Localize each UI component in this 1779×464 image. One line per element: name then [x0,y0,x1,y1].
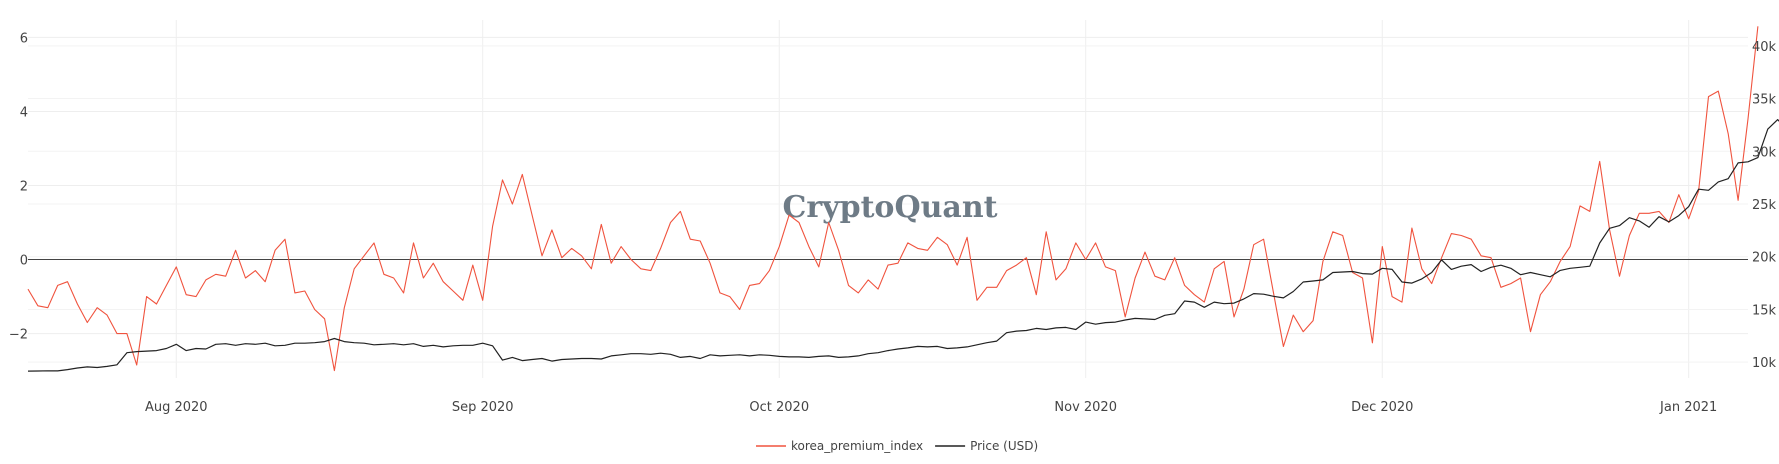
y-right-tick-label: 25k [1752,198,1777,213]
y-right-tick-label: 20k [1752,251,1777,266]
legend[interactable]: korea_premium_index Price (USD) [756,439,1038,453]
legend-label: Price (USD) [970,439,1038,453]
y-left-tick-label: 6 [20,31,28,46]
y-right-tick-label: 35k [1752,93,1777,108]
x-tick-label: Jan 2021 [1659,400,1717,415]
watermark-logo: CryptoQuant [782,190,997,225]
y-left-tick-label: −2 [9,328,28,343]
series-line-korea-premium-index [27,26,1759,372]
legend-item[interactable]: korea_premium_index [756,439,923,453]
y-right-tick-label: 10k [1752,356,1777,371]
y-left-tick-label: 0 [20,254,28,269]
x-tick-label: Nov 2020 [1054,400,1117,415]
series-line-price-usd [27,118,1779,372]
x-tick-label: Sep 2020 [452,400,514,415]
x-tick-label: Dec 2020 [1351,400,1413,415]
x-tick-label: Oct 2020 [749,400,809,415]
x-tick-label: Aug 2020 [145,400,208,415]
legend-item[interactable]: Price (USD) [935,439,1038,453]
legend-label: korea_premium_index [791,439,923,453]
y-left-tick-label: 2 [20,179,28,194]
y-right-tick-label: 15k [1752,303,1777,318]
y-left-tick-label: 4 [20,105,28,120]
y-right-tick-label: 30k [1752,145,1777,160]
y-right-tick-label: 40k [1752,40,1777,55]
axis-labels: Aug 2020 Sep 2020 Oct 2020 Nov 2020 Dec 2020… [9,31,1777,415]
series-lines [27,26,1779,372]
